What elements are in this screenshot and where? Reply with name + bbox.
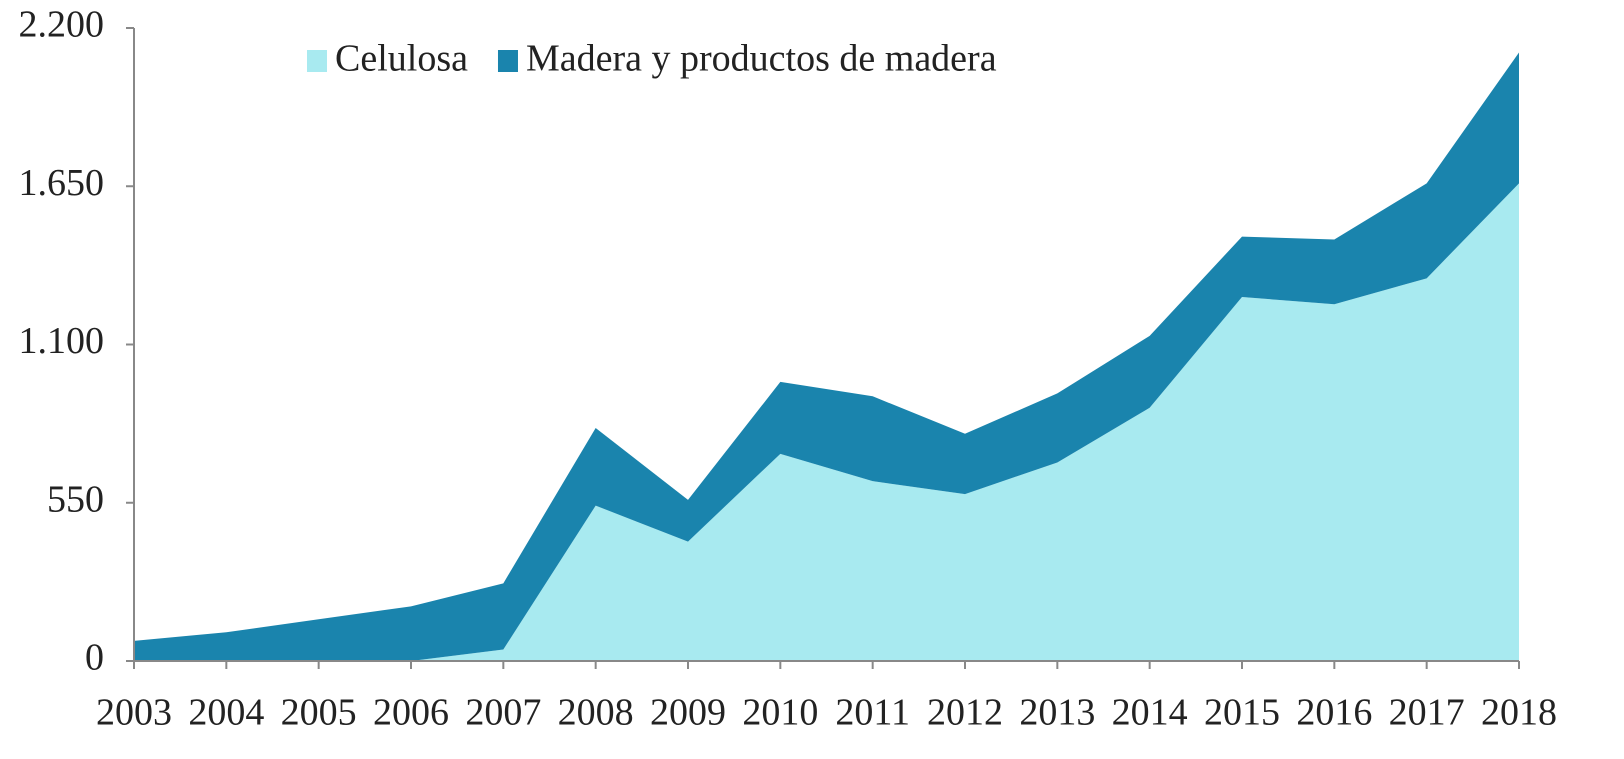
y-tick-label: 1.100 [19, 320, 105, 362]
legend-swatch [497, 50, 518, 72]
x-tick-label: 2017 [1389, 692, 1465, 734]
x-tick-label: 2005 [281, 692, 357, 734]
x-tick-label: 2014 [1112, 692, 1188, 734]
legend-swatch [307, 50, 327, 72]
x-tick-label: 2012 [927, 692, 1003, 734]
x-tick-label: 2007 [465, 692, 541, 734]
area [134, 183, 1519, 661]
x-tick-label: 2003 [96, 692, 172, 734]
x-tick-label: 2011 [835, 692, 910, 734]
x-tick-label: 2015 [1204, 692, 1280, 734]
x-tick-label: 2018 [1481, 692, 1557, 734]
y-tick-label: 550 [47, 478, 104, 520]
y-tick-label: 0 [85, 637, 104, 679]
x-tick-label: 2004 [188, 692, 264, 734]
x-tick-label: 2016 [1296, 692, 1372, 734]
legend-label: Madera y productos de madera [526, 38, 997, 80]
y-tick-label: 1.650 [19, 162, 105, 204]
x-tick-label: 2010 [742, 692, 818, 734]
x-tick-label: 2013 [1019, 692, 1095, 734]
y-tick-label: 2.200 [19, 4, 105, 46]
x-tick-label: 2006 [373, 692, 449, 734]
x-tick-label: 2009 [650, 692, 726, 734]
legend-label: Celulosa [335, 38, 468, 80]
x-tick-label: 2008 [558, 692, 634, 734]
